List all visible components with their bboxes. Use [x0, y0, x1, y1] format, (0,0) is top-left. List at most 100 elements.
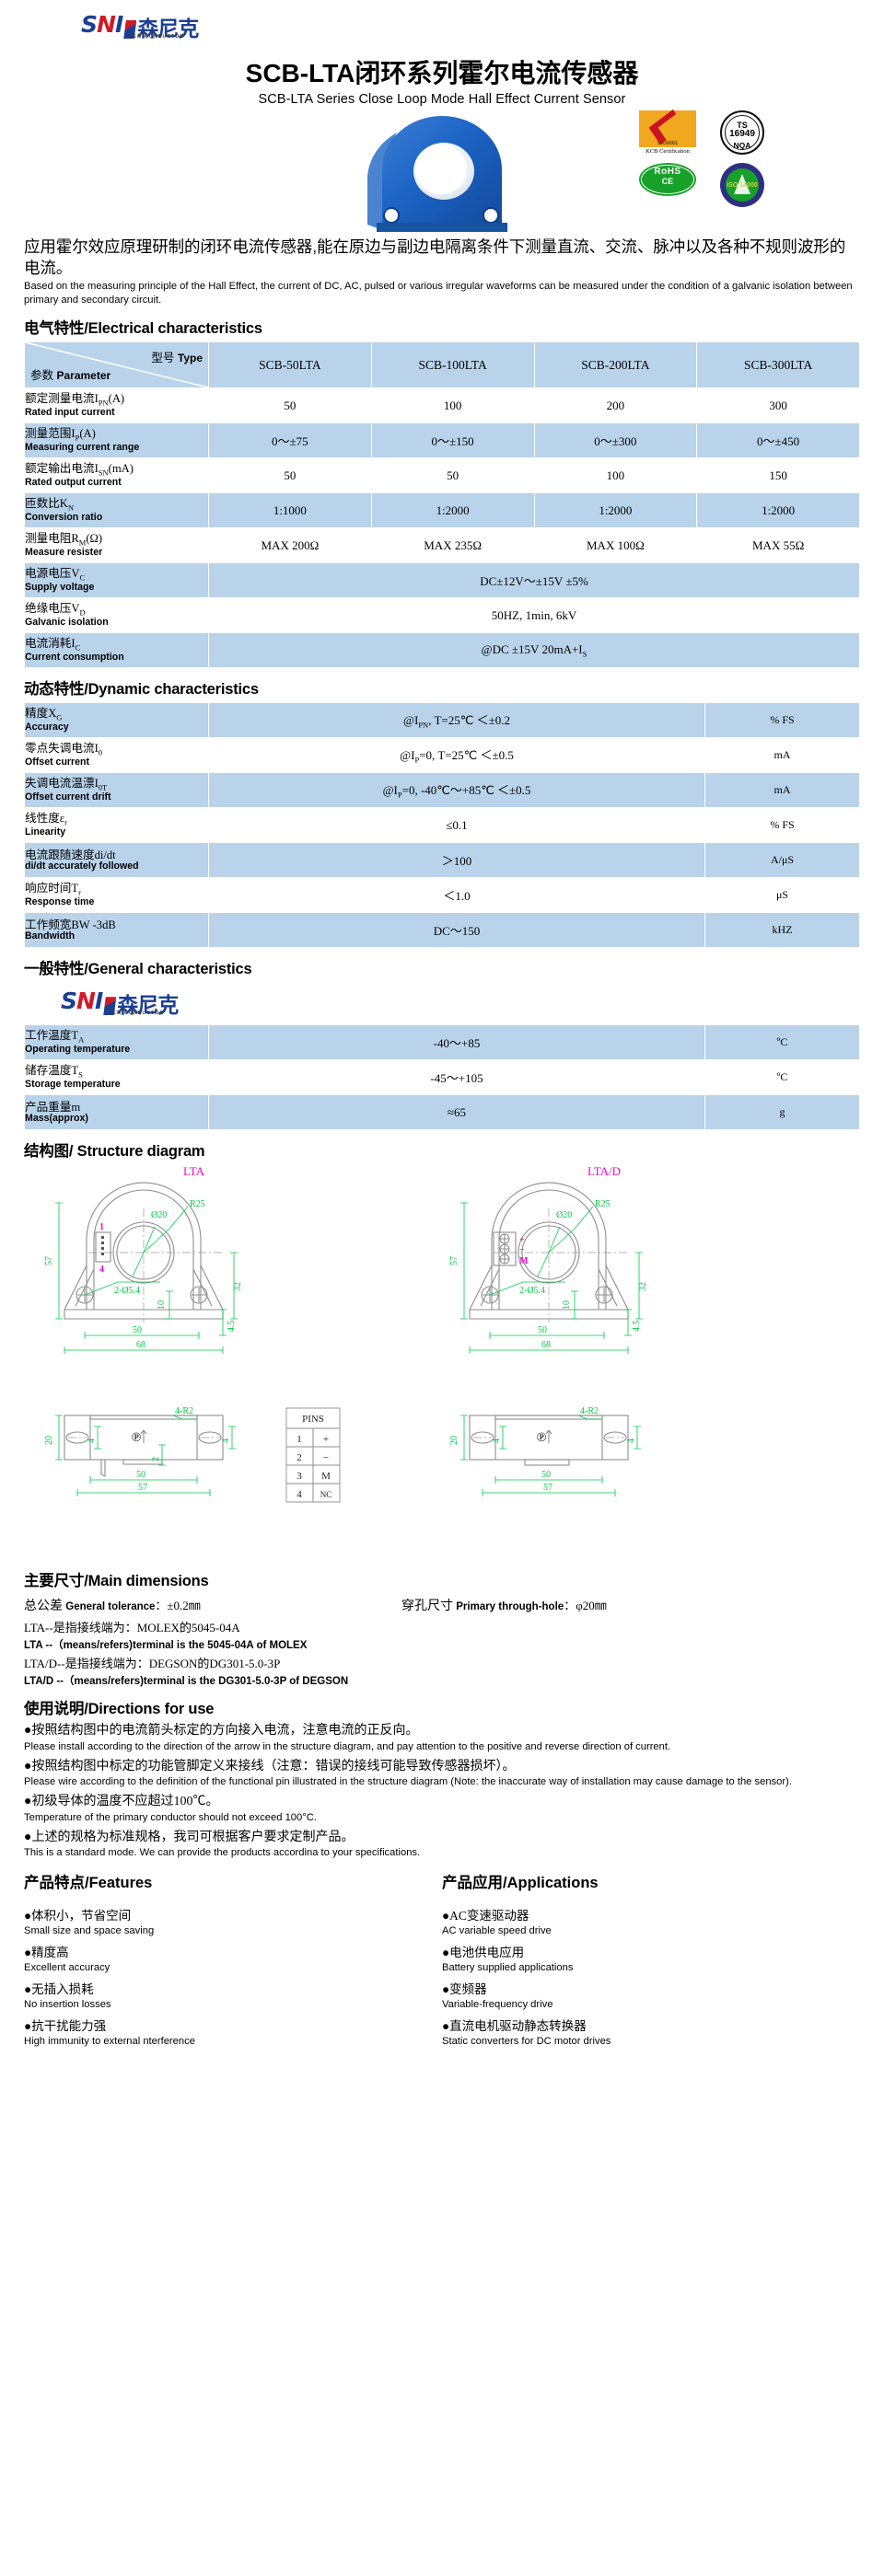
param-subscript: PN	[98, 398, 109, 408]
table-row: 额定测量电流IPN(A) Rated input current 50 100 200 3…	[24, 387, 860, 424]
dim-57-bottom-d: 57	[543, 1483, 552, 1493]
direction-1-en: Please wire according to the definition …	[24, 1776, 792, 1788]
dim-4p5: 4.5	[227, 1321, 237, 1333]
datasheet-page: SNI 森尼克 SEMICONDUCTOR SCB-LTA闭环系列霍尔电流传感器 …	[24, 0, 860, 2047]
electrical-value-1-1: 0～±150	[370, 422, 535, 459]
param-subscript: A	[78, 1034, 85, 1045]
hole-value: ：φ20㎜	[564, 1599, 607, 1613]
electrical-value-0-2: 200	[533, 387, 698, 424]
logo-text-cn-inline: 森尼克	[117, 994, 179, 1019]
application-1-cn: ●电池供电应用	[442, 1946, 525, 1960]
dim-10-d: 10	[562, 1300, 572, 1310]
section-heading-electrical: 电气特性/Electrical characteristics	[24, 320, 262, 338]
dynamic-unit-2: mA	[704, 772, 860, 809]
table-row: 电流消耗IC Current consumption @DC ±15V 20mA+I…	[24, 632, 860, 669]
primary-current-mark: ℗	[132, 1431, 141, 1445]
product-photo	[355, 112, 529, 237]
direction-3-en: This is a standard mode. We can provide …	[24, 1847, 421, 1859]
logo-swoosh-icon-inline	[103, 997, 117, 1016]
dynamic-param-0: 精度XG Accuracy	[24, 702, 209, 739]
param-subscript: 0	[98, 747, 103, 757]
dim-68: 68	[136, 1340, 145, 1350]
table-row: 测量电阻RM(Ω) Measure resister MAX 200Ω MAX 235…	[24, 527, 860, 564]
param-label-en: Bandwidth	[25, 930, 76, 941]
param-label-en: Measuring current range	[25, 442, 140, 454]
pin-row-4-fn: NC	[320, 1490, 332, 1499]
electrical-value-3-2: 1:2000	[533, 492, 698, 529]
electrical-value-1-2: 0～±300	[533, 422, 698, 459]
section-heading-structure: 结构图/ Structure diagram	[24, 1143, 205, 1161]
ltad-terminal-m: M	[519, 1256, 529, 1266]
electrical-characteristics-table: 型号 Type 参数 Parameter SCB-50LTA SCB-100LTA SC…	[24, 341, 860, 669]
certification-marks: ISO9001 KCB Certification TS 16949 NQA R…	[639, 109, 820, 215]
dim-57-bottom: 57	[138, 1483, 147, 1493]
table-row: 电源电压VC Supply voltage DC±12V～±15V ±5%	[24, 562, 860, 599]
electrical-value-1-0: 0～±75	[208, 422, 372, 459]
general-value-0: -40～+85	[208, 1024, 705, 1061]
dim-50-d: 50	[538, 1325, 547, 1335]
general-characteristics-table: 工作温度TA Operating temperature -40～+85 ºC 储存温度…	[24, 1024, 860, 1131]
lta-pin-1-label: 1	[99, 1222, 104, 1232]
electrical-value-4-1: MAX 235Ω	[370, 527, 535, 564]
terminal-note-ltad-en: LTA/D --（means/refers)terminal is the DG…	[24, 1676, 349, 1688]
dynamic-value-4: ＞100	[208, 842, 705, 879]
table-row: 工作温度TA Operating temperature -40～+85 ºC	[24, 1024, 860, 1061]
pin-row-1-num: 1	[297, 1434, 302, 1445]
param-label-en: Current consumption	[25, 652, 124, 664]
model-header-2: SCB-200LTA	[533, 341, 698, 389]
dynamic-value-2: @IP=0, -40℃～+85℃ ＜±0.5	[208, 772, 705, 809]
dim-D20: Ø20	[151, 1210, 167, 1220]
pin-row-2-fn: −	[323, 1452, 329, 1463]
table-row: 电流跟随速度di/dt di/dt accurately followed ＞100…	[24, 842, 860, 879]
param-subscript: 0T	[98, 782, 108, 792]
pin-row-3-num: 3	[297, 1471, 302, 1482]
param-label-cn: 额定输出电流ISN(mA)	[25, 462, 134, 478]
param-subscript: P	[75, 433, 80, 443]
general-unit-0: ºC	[704, 1024, 860, 1061]
pins-header: PINS	[302, 1414, 324, 1425]
electrical-value-0-3: 300	[696, 387, 860, 424]
electrical-value-3-3: 1:2000	[696, 492, 860, 529]
electrical-value-2-2: 100	[533, 457, 698, 494]
feature-1-cn: ●精度高	[24, 1946, 69, 1960]
direction-0-en: Please install according to the directio…	[24, 1740, 671, 1752]
table-row: 产品重量m Mass(approx) ≈65 g	[24, 1094, 860, 1131]
intro-paragraph-cn: 应用霍尔效应原理研制的闭环电流传感器,能在原边与副边电隔离条件下测量直流、交流、…	[24, 237, 846, 278]
electrical-value-2-0: 50	[208, 457, 372, 494]
brand-logo-header: SNI 森尼克 SEMICONDUCTOR	[24, 0, 860, 42]
electrical-param-3: 匝数比KN Conversion ratio	[24, 492, 209, 529]
dim-2xD54: 2-Ø5.4	[114, 1286, 140, 1296]
dim-2xD54-d: 2-Ø5.4	[519, 1286, 545, 1296]
general-param-1: 储存温度TS Storage temperature	[24, 1059, 209, 1096]
electrical-value-3-1: 1:2000	[370, 492, 535, 529]
electrical-param-1: 测量范围IP(A) Measuring current range	[24, 422, 209, 459]
nqa-label: NQA	[733, 141, 751, 150]
param-label-en: Linearity	[25, 826, 66, 838]
application-0-en: AC variable speed drive	[442, 1925, 552, 1937]
structure-diagram: .out { fill:none; stroke:#8e8e8e; stroke…	[24, 1164, 860, 1560]
lta-pin-4-label: 4	[99, 1265, 104, 1275]
electrical-value-span-7: @DC ±15V 20mA+IS	[208, 632, 860, 669]
section-heading-general: 一般特性/General characteristics	[24, 961, 252, 978]
page-subtitle: SCB-LTA Series Close Loop Mode Hall Effe…	[258, 92, 626, 107]
param-label-cn: 精度XG	[25, 707, 63, 722]
snic-logo-inline: SNI 森尼克 SEMICONDUCTOR	[61, 988, 179, 1019]
table-corner-cell: 型号 Type 参数 Parameter	[24, 341, 209, 389]
dynamic-param-3: 线性度εr Linearity	[24, 807, 209, 844]
electrical-value-3-0: 1:1000	[208, 492, 372, 529]
param-subscript: r	[64, 817, 67, 827]
direction-2-en: Temperature of the primary conductor sho…	[24, 1811, 317, 1823]
electrical-value-2-1: 50	[370, 457, 535, 494]
param-subscript: C	[75, 642, 81, 653]
param-label-cn: 线性度εr	[25, 812, 67, 827]
terminal-note-ltad-cn: LTA/D--是指接线端为：DEGSON的DG301-5.0-3P	[24, 1657, 281, 1671]
snic-logo: SNI 森尼克 SEMICONDUCTOR	[81, 11, 199, 42]
dim-4-bottom-right-d: 4	[626, 1438, 636, 1443]
dynamic-unit-5: μS	[704, 877, 860, 914]
iso9001-mark-text: ISO9001	[657, 141, 678, 146]
dim-68-d: 68	[541, 1340, 551, 1350]
dim-10: 10	[157, 1300, 167, 1310]
electrical-param-6: 绝缘电压VD Galvanic isolation	[24, 597, 209, 634]
tolerance-label-cn: 总公差	[24, 1598, 63, 1613]
direction-2-cn: ●初级导体的温度不应超过100℃。	[24, 1795, 219, 1809]
